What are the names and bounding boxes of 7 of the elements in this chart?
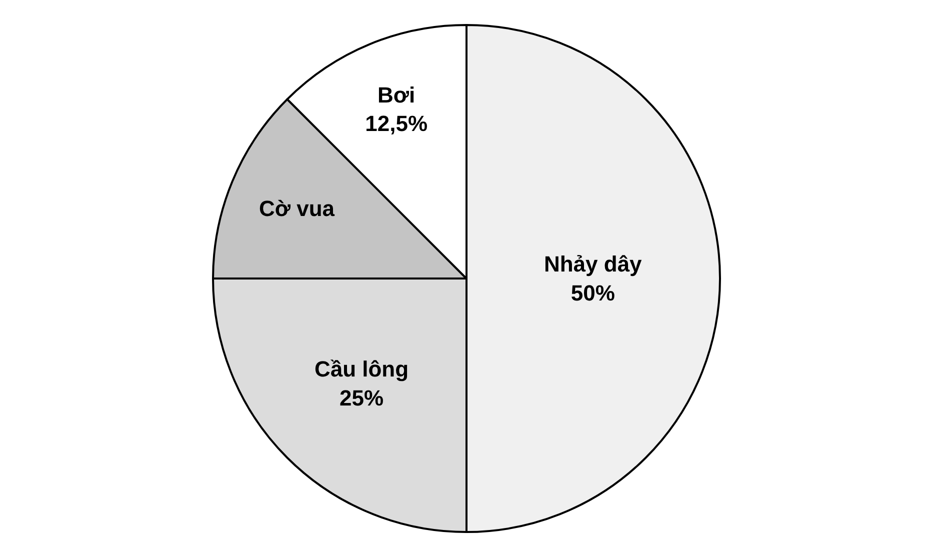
slice-label: Nhảy dây: [544, 252, 643, 277]
slice-label: Bơi: [378, 82, 416, 108]
data-label: 25%: [339, 385, 384, 410]
slice-label: Cầu lông: [314, 356, 409, 382]
data-label: 50%: [570, 280, 615, 306]
data-label: 12,5%: [365, 110, 428, 136]
slice-label: Cờ vua: [258, 196, 336, 221]
